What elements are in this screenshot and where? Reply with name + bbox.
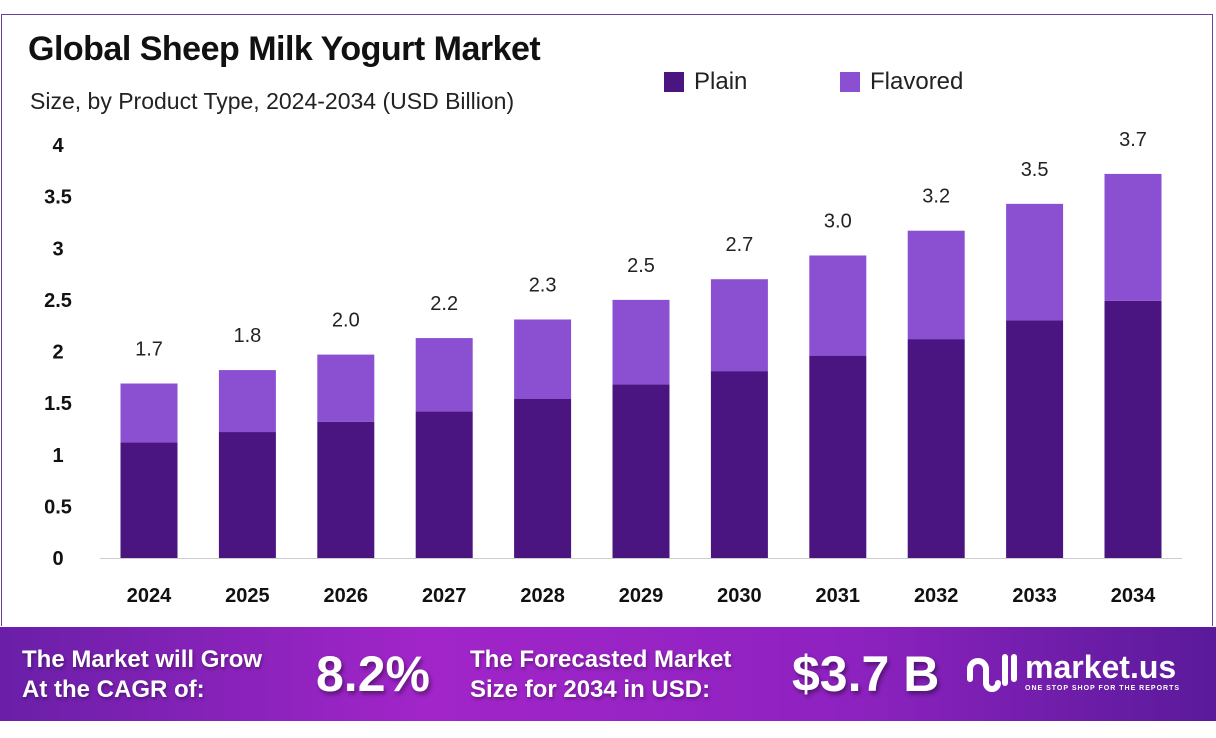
total-label-2033: 3.5	[1021, 159, 1049, 181]
bar-flavored-2032	[907, 230, 965, 340]
x-tick-label: 2032	[914, 585, 959, 607]
total-label-2030: 2.7	[725, 234, 753, 256]
y-tick-label: 0.5	[44, 496, 72, 518]
bar-flavored-2030	[710, 279, 768, 372]
x-tick-label: 2031	[816, 585, 861, 607]
total-label-2027: 2.2	[430, 293, 458, 315]
bar-chart: 0 0.5 1 1.5 2 2.5 3 3.5 4 1.7 2024 1.8 2025 2.0 2026 2.…	[44, 129, 1182, 607]
legend-label-flavored: Flavored	[870, 68, 964, 95]
bar-flavored-2034	[1104, 173, 1162, 301]
footer-banner: The Market will Grow At the CAGR of: 8.2…	[0, 627, 1216, 721]
x-tick-label: 2034	[1111, 585, 1156, 607]
bar-plain-2030	[710, 371, 768, 558]
total-label-2031: 3.0	[824, 210, 852, 232]
x-tick-label: 2030	[717, 585, 762, 607]
forecast-label-line1: The Forecasted Market	[470, 646, 732, 673]
bar-plain-2032	[907, 339, 965, 558]
bar-flavored-2027	[415, 338, 473, 412]
market-us-logo-icon	[967, 654, 1017, 692]
brand-logo: market.us ONE STOP SHOP FOR THE REPORTS	[965, 649, 1180, 693]
legend-swatch-plain	[664, 72, 684, 92]
total-label-2034: 3.7	[1119, 129, 1147, 151]
legend-item-plain: Plain	[664, 68, 747, 96]
forecast-value: $3.7 B	[792, 646, 940, 702]
x-tick-label: 2029	[619, 585, 664, 607]
cagr-label-line1: The Market will Grow	[22, 646, 263, 673]
cagr-label: The Market will Grow At the CAGR of:	[22, 645, 262, 705]
x-tick-label: 2033	[1012, 585, 1057, 607]
x-tick-label: 2028	[520, 585, 565, 607]
forecast-label: The Forecasted Market Size for 2034 in U…	[470, 645, 731, 705]
cagr-value: 8.2%	[316, 646, 430, 702]
bar-plain-2031	[809, 355, 867, 558]
legend-label-plain: Plain	[694, 68, 748, 95]
total-label-2028: 2.3	[529, 274, 557, 296]
chart-frame	[1, 14, 1213, 626]
x-tick-label: 2027	[422, 585, 467, 607]
bar-plain-2024	[120, 442, 178, 558]
chart-subtitle: Size, by Product Type, 2024-2034 (USD Bi…	[30, 88, 515, 114]
y-tick-label: 0	[52, 548, 63, 570]
total-label-2029: 2.5	[627, 255, 655, 277]
x-tick-label: 2025	[225, 585, 270, 607]
bar-plain-2027	[415, 411, 473, 558]
bar-flavored-2024	[120, 383, 178, 443]
bar-flavored-2025	[218, 370, 276, 433]
brand-tagline: ONE STOP SHOP FOR THE REPORTS	[1025, 684, 1181, 692]
y-tick-label: 3.5	[44, 187, 72, 209]
y-tick-label: 1	[52, 445, 63, 467]
total-label-2024: 1.7	[135, 339, 163, 361]
y-tick-label: 4	[52, 135, 64, 157]
x-tick-label: 2024	[127, 585, 172, 607]
y-tick-label: 3	[52, 238, 63, 260]
bar-flavored-2031	[809, 255, 867, 356]
x-tick-label: 2026	[324, 585, 369, 607]
legend-swatch-flavored	[840, 72, 860, 92]
bar-plain-2033	[1006, 320, 1064, 558]
bar-flavored-2028	[514, 319, 572, 399]
y-tick-label: 1.5	[44, 393, 72, 415]
bar-flavored-2029	[612, 299, 670, 385]
bar-plain-2028	[514, 398, 572, 558]
chart-title: Global Sheep Milk Yogurt Market	[28, 30, 541, 68]
bar-plain-2034	[1104, 300, 1162, 558]
total-label-2032: 3.2	[922, 186, 950, 208]
total-label-2026: 2.0	[332, 310, 360, 332]
cagr-label-line2: At the CAGR of:	[22, 676, 205, 703]
y-tick-label: 2.5	[44, 290, 72, 312]
bar-flavored-2033	[1006, 203, 1064, 321]
bar-plain-2029	[612, 384, 670, 558]
legend-item-flavored: Flavored	[840, 68, 963, 96]
bar-plain-2026	[317, 421, 375, 558]
brand-name: market.us	[1025, 648, 1177, 685]
bar-flavored-2026	[317, 354, 375, 422]
total-label-2025: 1.8	[233, 325, 261, 347]
bar-plain-2025	[218, 432, 276, 558]
y-tick-label: 2	[52, 342, 63, 364]
forecast-label-line2: Size for 2034 in USD:	[470, 676, 711, 703]
